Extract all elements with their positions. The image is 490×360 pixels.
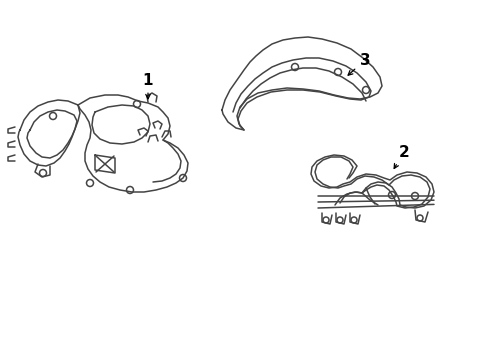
Text: 3: 3 [348, 53, 370, 75]
Text: 1: 1 [143, 72, 153, 99]
Text: 2: 2 [394, 144, 409, 168]
